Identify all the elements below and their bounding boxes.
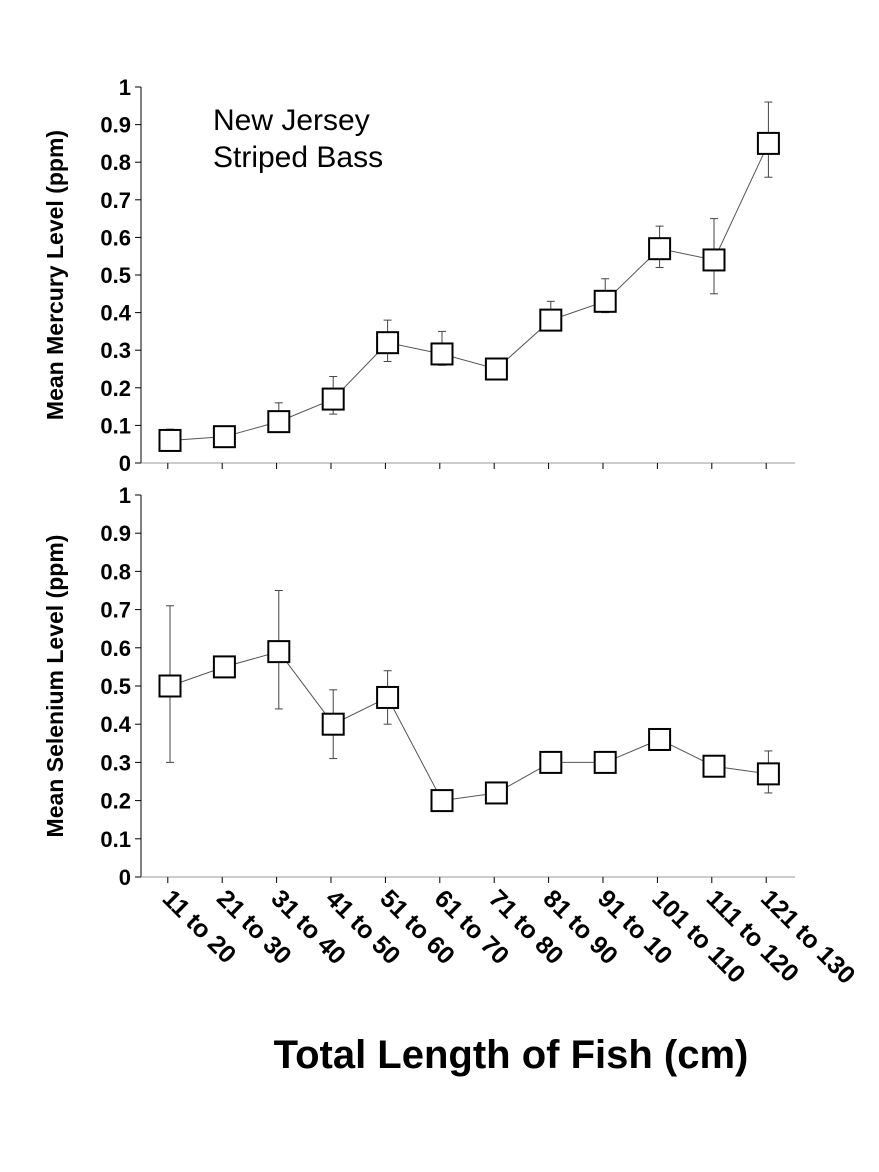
y-tick-label: 0.8 [100,559,131,584]
data-point [702,754,726,778]
y-tick-label: 0.1 [100,827,131,852]
x-axis-title: Total Length of Fish (cm) [274,1033,749,1077]
data-point [376,331,400,355]
data-point [267,640,291,664]
data-point [593,289,617,313]
data-point [267,410,291,434]
data-point [321,712,345,736]
data-point [593,750,617,774]
y-tick-label: 0 [119,451,131,476]
y-tick-label: 0.2 [100,789,131,814]
annotation-line: Striped Bass [213,141,383,174]
data-point [430,789,454,813]
y-tick-label: 1 [119,75,131,100]
data-point [648,727,672,751]
y-tick-label: 0.1 [100,413,131,438]
data-point [212,425,236,449]
y-axis-title: Mean Selenium Level (ppm) [42,535,68,838]
y-tick-label: 0.2 [100,376,131,401]
data-point [702,248,726,272]
y-tick-label: 0.7 [100,598,131,623]
data-point [539,308,563,332]
y-tick-label: 0.3 [100,750,131,775]
data-point [756,131,780,155]
mercury-panel: 0 0.1 0.2 0.3 0.4 0.5 0.6 0.7 0.8 0.9 1 Mean Mercur… [42,75,795,476]
y-tick-label: 0.5 [100,263,131,288]
data-point [376,685,400,709]
data-point [484,357,508,381]
data-point [648,237,672,261]
y-tick-label: 0.9 [100,113,131,138]
y-tick-label: 0.4 [100,301,131,326]
data-point [321,387,345,411]
y-tick-label: 0.5 [100,674,131,699]
y-tick-label: 1 [119,483,131,508]
annotation-line: New Jersey [213,104,370,137]
y-tick-label: 0.3 [100,338,131,363]
y-axis-title: Mean Mercury Level (ppm) [42,130,68,420]
y-tick-label: 0.6 [100,636,131,661]
y-tick-label: 0.9 [100,521,131,546]
data-point [212,655,236,679]
data-point [430,342,454,366]
y-tick-label: 0.4 [100,712,131,737]
data-point [158,428,182,452]
y-tick-label: 0.8 [100,150,131,175]
y-tick-label: 0.6 [100,225,131,250]
y-tick-label: 0 [119,865,131,890]
data-point [756,762,780,786]
data-point [158,674,182,698]
series-line [169,651,769,802]
y-tick-label: 0.7 [100,188,131,213]
data-point [484,781,508,805]
series-line [169,143,769,441]
selenium-panel: 0 0.1 0.2 0.3 0.4 0.5 0.6 0.7 0.8 0.9 1 Mean Seleni… [42,483,795,890]
data-point [539,750,563,774]
